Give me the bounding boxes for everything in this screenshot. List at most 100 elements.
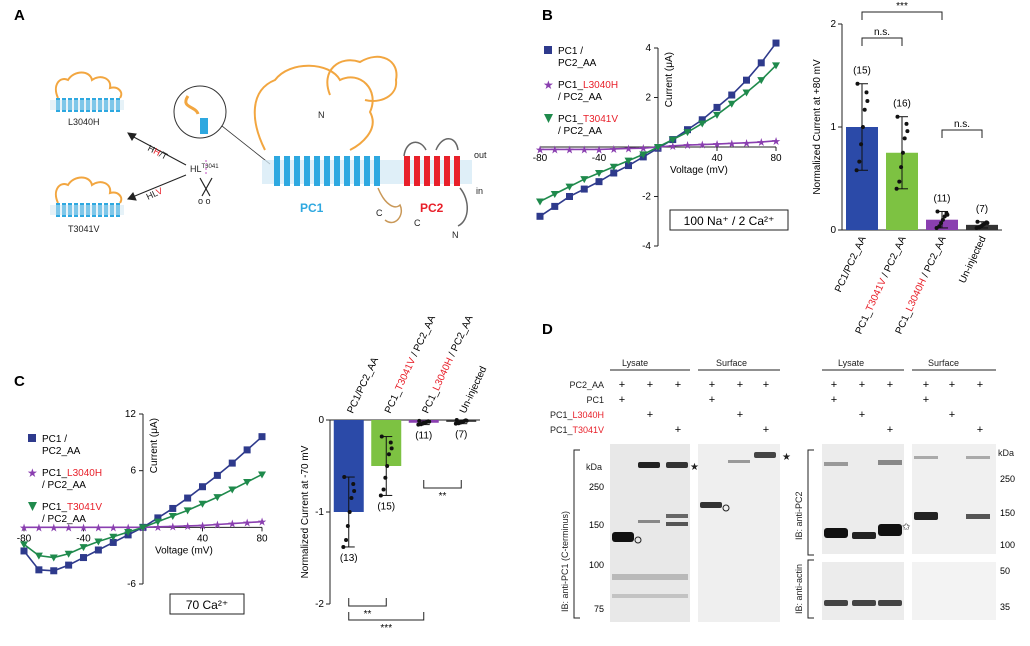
bar-n-label: (11) bbox=[415, 431, 432, 442]
data-point bbox=[183, 507, 192, 515]
data-point bbox=[595, 169, 603, 177]
replicate-dot bbox=[341, 544, 346, 549]
replicate-dot bbox=[899, 165, 904, 170]
legend-label2-1: / PC2_AA bbox=[558, 92, 602, 103]
mw-marker: 250 bbox=[1000, 474, 1015, 484]
d-actin-markers: 50 35 bbox=[1000, 566, 1010, 612]
replicate-dot bbox=[860, 125, 865, 129]
data-point bbox=[228, 486, 237, 494]
pc2-label: PC2 bbox=[420, 201, 444, 215]
data-point bbox=[639, 151, 648, 159]
data-point bbox=[668, 136, 677, 144]
plus-sign: + bbox=[709, 379, 715, 391]
y-tick-label: 6 bbox=[130, 466, 136, 477]
legend-label-0: PC1 / bbox=[42, 434, 67, 445]
d-left-surface-header: Surface bbox=[716, 358, 747, 368]
replicate-dot bbox=[388, 440, 393, 445]
plus-sign: + bbox=[831, 394, 837, 406]
data-point bbox=[65, 561, 73, 569]
legend-label2-2: / PC2_AA bbox=[558, 126, 602, 137]
plus-sign: + bbox=[647, 409, 653, 421]
panel-a: A L3040H T3041V bbox=[14, 7, 487, 240]
x-tick-label: 80 bbox=[770, 153, 782, 164]
panel-b-bar-chart: 0 1 2 Normalized Current at +80 mV (15) (16) (… bbox=[812, 1, 1002, 336]
replicate-dot bbox=[905, 129, 910, 134]
d-right-surface-pc2-blot bbox=[912, 444, 996, 554]
x-tick-label: -40 bbox=[592, 153, 607, 164]
data-point bbox=[64, 550, 73, 558]
data-point bbox=[109, 533, 118, 541]
plus-sign: + bbox=[887, 424, 893, 436]
y-tick-label: -2 bbox=[642, 192, 651, 203]
in-label: in bbox=[476, 186, 483, 196]
replicate-dot bbox=[940, 217, 945, 222]
data-point: ★ bbox=[550, 144, 560, 156]
replicate-dot bbox=[345, 523, 350, 528]
panel-b-condition-box bbox=[669, 209, 789, 231]
data-point: ★ bbox=[683, 140, 693, 152]
data-point: ★ bbox=[565, 144, 575, 156]
data-point: ★ bbox=[756, 137, 766, 149]
c-terminus-right: C bbox=[414, 218, 421, 228]
data-point bbox=[742, 89, 751, 97]
replicate-dot bbox=[897, 179, 902, 184]
plus-sign: + bbox=[977, 379, 983, 391]
legend-marker-2 bbox=[28, 502, 37, 511]
data-point bbox=[139, 524, 147, 532]
x-axis-label: Voltage (mV) bbox=[670, 165, 728, 176]
data-point: ★ bbox=[609, 144, 619, 156]
plus-sign: + bbox=[647, 379, 653, 391]
data-point bbox=[168, 513, 177, 520]
data-point bbox=[213, 471, 221, 479]
panel-b-letter: B bbox=[542, 7, 553, 24]
data-point bbox=[154, 514, 162, 522]
replicate-dot bbox=[975, 219, 980, 224]
data-point: ★ bbox=[535, 144, 545, 156]
d-right-kda: kDa bbox=[998, 448, 1014, 458]
replicate-dot bbox=[454, 418, 459, 422]
replicate-dot bbox=[937, 224, 942, 229]
legend-marker-1: ★ bbox=[27, 466, 38, 480]
data-point bbox=[551, 202, 559, 210]
data-point bbox=[94, 546, 102, 554]
data-point bbox=[698, 116, 706, 124]
data-point: ★ bbox=[108, 522, 118, 534]
legend-marker-2 bbox=[544, 114, 553, 123]
legend-marker-0 bbox=[28, 434, 36, 442]
y-tick-label: 4 bbox=[645, 43, 651, 54]
data-point bbox=[580, 185, 588, 193]
data-point bbox=[728, 91, 736, 99]
data-point bbox=[20, 547, 28, 555]
replicate-dot bbox=[427, 419, 432, 424]
replicate-dot bbox=[859, 142, 864, 147]
bar-y-label: Normalized Current at +80 mV bbox=[812, 59, 823, 195]
replicate-dot bbox=[904, 121, 909, 126]
motif-label: HLT3041 bbox=[190, 164, 219, 174]
panel-c-condition-box bbox=[169, 593, 245, 615]
d-right-bands: ✩ bbox=[824, 456, 990, 606]
plus-sign: + bbox=[675, 379, 681, 391]
data-point bbox=[49, 554, 58, 562]
bar-n-label: (15) bbox=[377, 501, 395, 512]
d-right-markers: 250 150 100 bbox=[1000, 474, 1015, 550]
replicate-dot bbox=[985, 220, 990, 225]
n-terminus-bottom: N bbox=[452, 230, 459, 240]
replicate-dot bbox=[939, 220, 944, 225]
legend-label2-2: / PC2_AA bbox=[42, 514, 86, 525]
x-tick-label: -80 bbox=[17, 533, 32, 544]
plus-sign: + bbox=[619, 394, 625, 406]
data-point bbox=[198, 500, 207, 508]
plus-sign: + bbox=[887, 379, 893, 391]
data-point bbox=[153, 518, 162, 526]
data-point: ★ bbox=[257, 517, 267, 529]
data-point bbox=[683, 129, 692, 137]
plus-sign: + bbox=[859, 409, 865, 421]
data-point bbox=[610, 169, 618, 177]
plus-sign: + bbox=[923, 379, 929, 391]
d-right-surface-actin-blot bbox=[912, 562, 996, 620]
data-point bbox=[50, 567, 58, 575]
replicate-dot bbox=[862, 107, 867, 112]
sig-label: ** bbox=[364, 609, 372, 620]
data-point: ★ bbox=[153, 522, 163, 534]
legend-label2-0: PC2_AA bbox=[558, 58, 597, 69]
